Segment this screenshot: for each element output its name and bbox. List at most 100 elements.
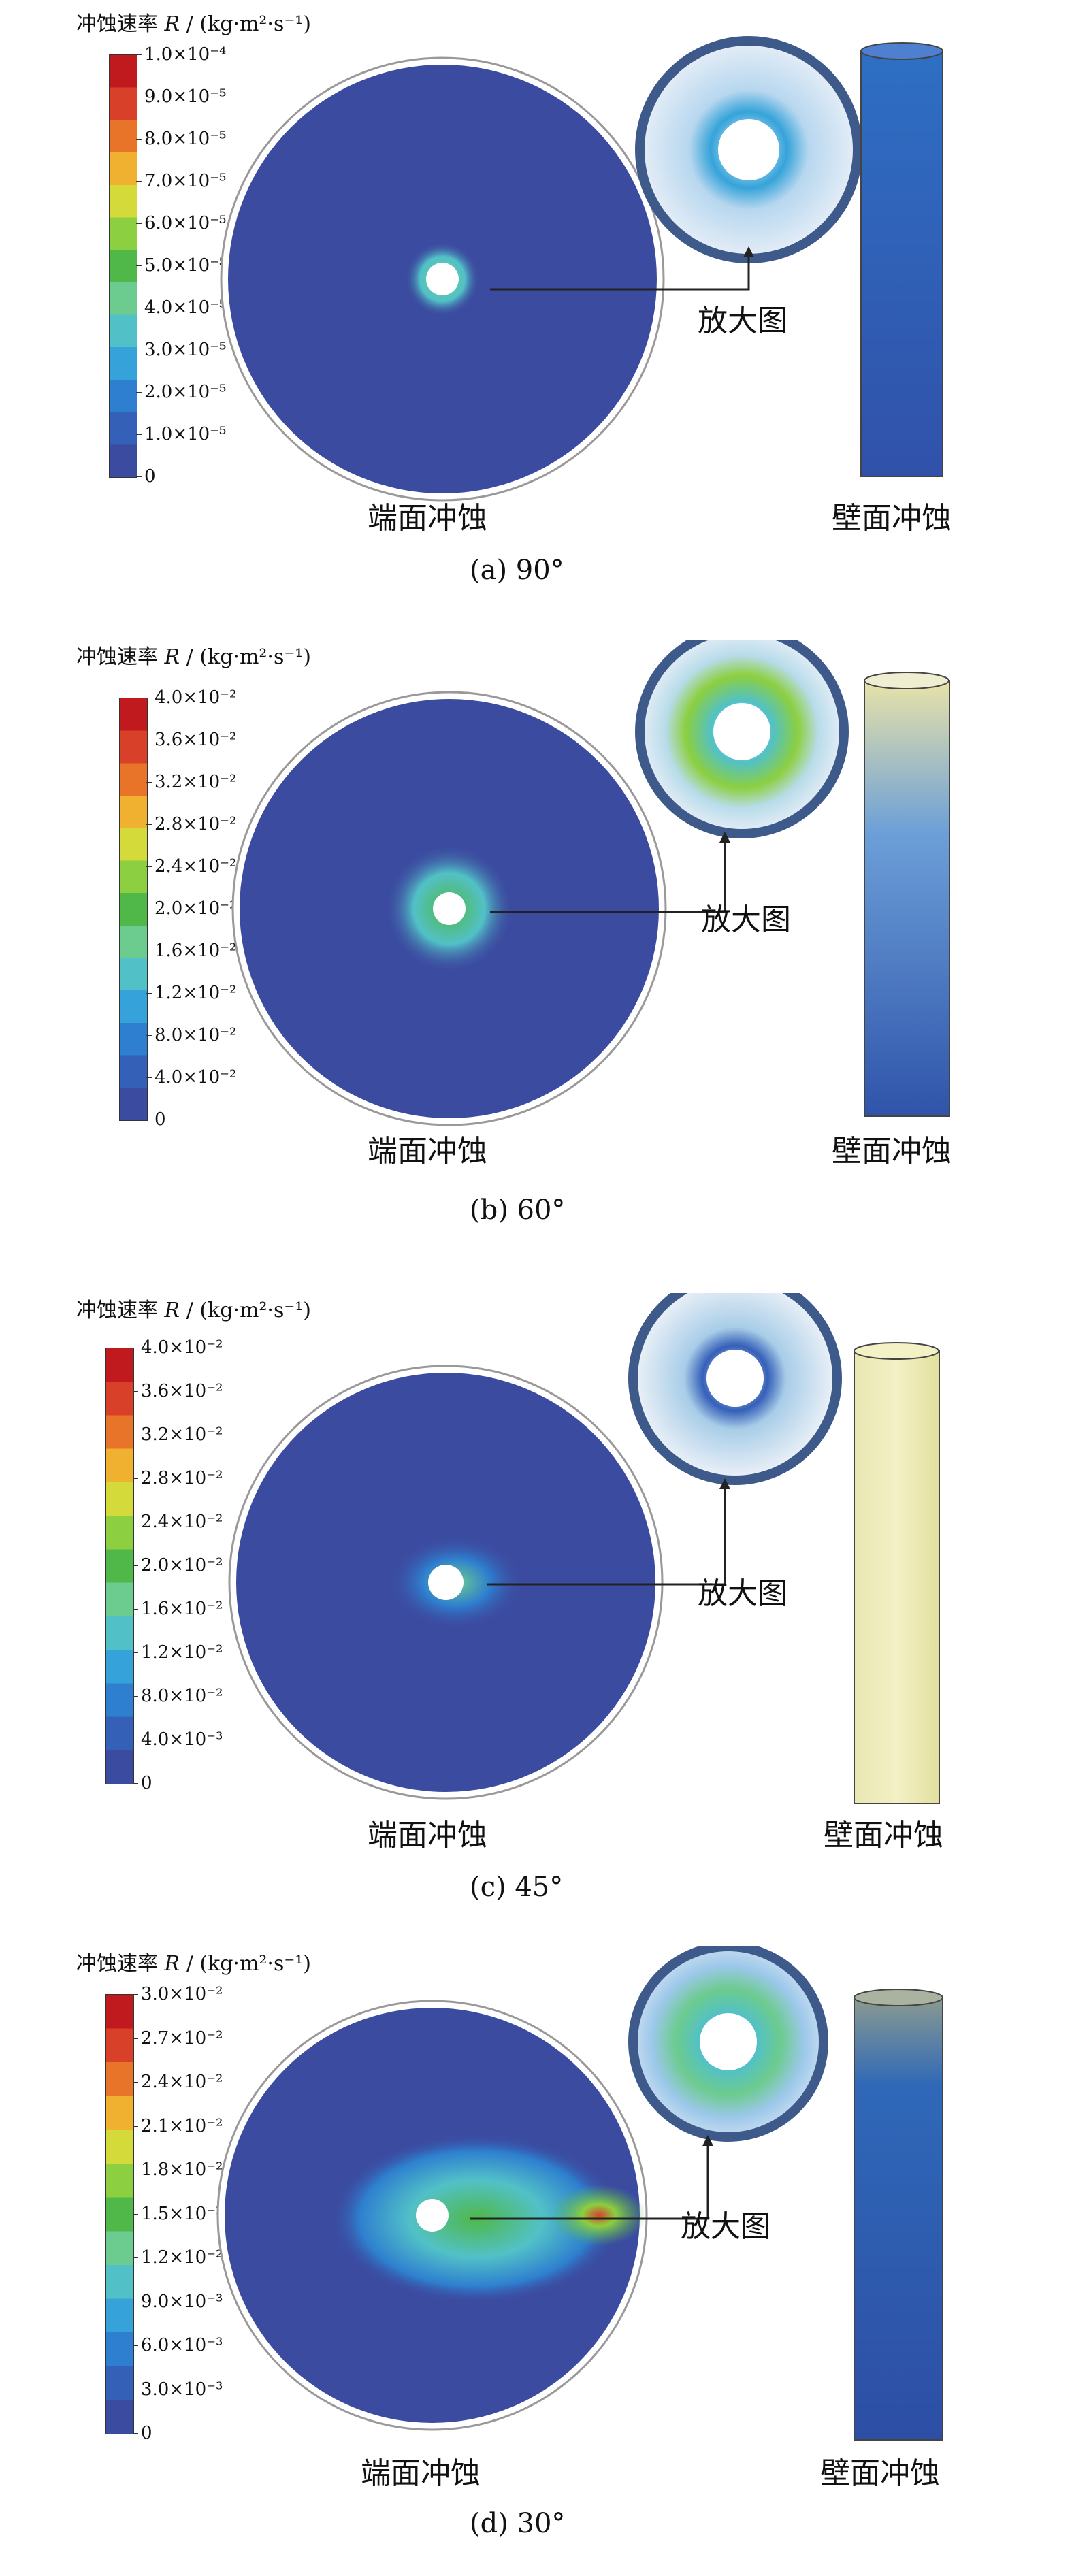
colorbar-tick-label: 1.0×10⁻⁵: [144, 424, 227, 444]
erosion-figure: [216, 1946, 943, 2441]
colorbar-tick-mark: [133, 2038, 138, 2039]
panel-a: 冲蚀速率 R / (kg·m²·s⁻¹) 1.0×10⁻⁴ 9.0×10⁻⁵ 8…: [0, 0, 1072, 613]
zoom-pointer-line: [487, 1487, 726, 1586]
wall-cylinder: [854, 1350, 940, 1804]
zoom-pointer-arrow: [719, 1478, 730, 1489]
colorbar-tick-mark: [133, 2125, 138, 2127]
end-face-label: 端面冲蚀: [361, 2456, 481, 2491]
colorbar-tick-label: 1.0×10⁻⁴: [144, 44, 227, 65]
colorbar-tick-label: 0: [144, 466, 156, 487]
colorbar-tick-mark: [146, 866, 152, 867]
colorbar-tick-mark: [146, 824, 152, 825]
wall-cylinder: [860, 50, 943, 477]
center-hole: [428, 1565, 464, 1600]
colorbar-tick-label: 9.0×10⁻⁵: [144, 86, 227, 107]
zoom-pointer-line: [490, 255, 750, 291]
panel-caption: (c) 45°: [470, 1872, 564, 1903]
colorbar-tick-label: 1.6×10⁻²: [155, 941, 237, 961]
colorbar-title: 冲蚀速率 R / (kg·m²·s⁻¹): [76, 1952, 311, 1976]
colorbar-tick-label: 6.0×10⁻³: [141, 2335, 223, 2355]
zoom-pointer-line: [490, 841, 726, 913]
colorbar-tick-mark: [133, 1565, 138, 1566]
wall-cylinder-top: [864, 672, 949, 689]
zoom-label: 放大图: [698, 304, 787, 338]
zoom-pointer-arrow: [702, 2135, 713, 2146]
zoom-pointer-arrow: [719, 832, 730, 843]
erosion-figure: [220, 36, 943, 502]
center-hole: [416, 2199, 449, 2232]
colorbar-tick-label: 1.5×10⁻²: [141, 2203, 223, 2224]
colorbar-tick-label: 8.0×10⁻²: [155, 1025, 237, 1045]
colorbar-tick-label: 6.0×10⁻⁵: [144, 213, 227, 233]
center-hole: [433, 892, 466, 925]
colorbar-tick-mark: [133, 1994, 138, 1995]
colorbar-title: 冲蚀速率 R / (kg·m²·s⁻¹): [76, 12, 311, 36]
colorbar: [109, 54, 137, 478]
colorbar-tick-label: 5.0×10⁻⁵: [144, 255, 227, 276]
colorbar-tick-mark: [136, 139, 142, 140]
colorbar-tick-label: 4.0×10⁻²: [155, 687, 237, 708]
colorbar-tick-mark: [133, 1783, 138, 1784]
colorbar-tick-label: 3.6×10⁻²: [155, 730, 237, 750]
panel-caption: (a) 90°: [470, 555, 564, 586]
colorbar-tick-mark: [146, 1035, 152, 1036]
colorbar-tick-label: 2.7×10⁻²: [141, 2027, 223, 2049]
colorbar-tick-label: 3.2×10⁻²: [155, 772, 237, 792]
panel-caption: (b) 60°: [470, 1194, 566, 1226]
colorbar-tick-label: 2.4×10⁻²: [141, 1512, 223, 1532]
colorbar-tick-mark: [133, 2433, 138, 2434]
colorbar-tick-mark: [133, 1696, 138, 1697]
colorbar-tick-label: 8.0×10⁻²: [141, 1686, 223, 1706]
colorbar-tick-mark: [133, 2257, 138, 2258]
colorbar-tick-label: 4.0×10⁻²: [155, 1067, 237, 1088]
colorbar-tick-label: 4.0×10⁻³: [141, 1729, 223, 1750]
colorbar-tick-label: 0: [155, 1109, 166, 1130]
zoom-label: 放大图: [681, 2209, 770, 2244]
colorbar-tick-mark: [136, 392, 142, 393]
colorbar-tick-label: 1.8×10⁻²: [141, 2159, 223, 2180]
end-face-label: 端面冲蚀: [368, 1818, 487, 1853]
colorbar: [105, 1348, 134, 1784]
zoom-center-hole: [700, 2013, 757, 2070]
panel-c: 冲蚀速率 R / (kg·m²·s⁻¹) 4.0×10⁻² 3.6×10⁻² 3…: [0, 1293, 1072, 1906]
colorbar-tick-mark: [136, 265, 142, 266]
wall-label: 壁面冲蚀: [832, 501, 952, 536]
panel-caption: (d) 30°: [470, 2508, 566, 2539]
center-hole: [426, 263, 459, 295]
zoom-center-hole: [713, 703, 770, 760]
colorbar-tick-mark: [146, 993, 152, 994]
colorbar-tick-mark: [136, 434, 142, 435]
zoom-center-hole: [718, 119, 779, 180]
colorbar-tick-mark: [146, 782, 152, 783]
colorbar-tick-mark: [133, 2345, 138, 2346]
erosion-figure: [228, 1293, 940, 1804]
wall-cylinder-top: [860, 42, 943, 60]
colorbar-tick-label: 1.2×10⁻²: [141, 2247, 223, 2268]
wall-cylinder-top: [854, 1989, 943, 2006]
colorbar-tick-label: 1.6×10⁻²: [141, 1599, 223, 1619]
colorbar-tick-label: 2.1×10⁻²: [141, 2115, 223, 2136]
colorbar-tick-label: 2.8×10⁻²: [141, 1468, 223, 1488]
zoom-pointer-line: [470, 2144, 709, 2220]
erosion-figure: [231, 640, 950, 1126]
wall-label: 壁面冲蚀: [824, 1818, 943, 1853]
colorbar-tick-mark: [136, 223, 142, 224]
colorbar-tick-label: 4.0×10⁻⁵: [144, 297, 227, 318]
colorbar-tick-label: 3.0×10⁻²: [141, 1984, 223, 2004]
colorbar: [119, 698, 148, 1121]
colorbar-tick-mark: [146, 1077, 152, 1078]
colorbar-tick-label: 7.0×10⁻⁵: [144, 171, 227, 191]
colorbar-tick-mark: [133, 1391, 138, 1392]
colorbar-tick-mark: [133, 2213, 138, 2215]
colorbar-tick-label: 1.2×10⁻²: [141, 1642, 223, 1663]
colorbar-tick-label: 8.0×10⁻⁵: [144, 129, 227, 149]
colorbar-tick-label: 4.0×10⁻²: [141, 1337, 223, 1358]
zoom-center-hole: [706, 1350, 764, 1407]
colorbar-tick-label: 2.4×10⁻²: [155, 856, 237, 877]
colorbar-tick-label: 0: [141, 1773, 152, 1793]
colorbar-tick-mark: [133, 2082, 138, 2083]
colorbar-tick-label: 2.0×10⁻⁵: [144, 382, 227, 402]
colorbar-title: 冲蚀速率 R / (kg·m²·s⁻¹): [76, 645, 311, 669]
colorbar-tick-label: 3.6×10⁻²: [141, 1381, 223, 1401]
colorbar-tick-label: 2.0×10⁻²: [141, 1555, 223, 1576]
